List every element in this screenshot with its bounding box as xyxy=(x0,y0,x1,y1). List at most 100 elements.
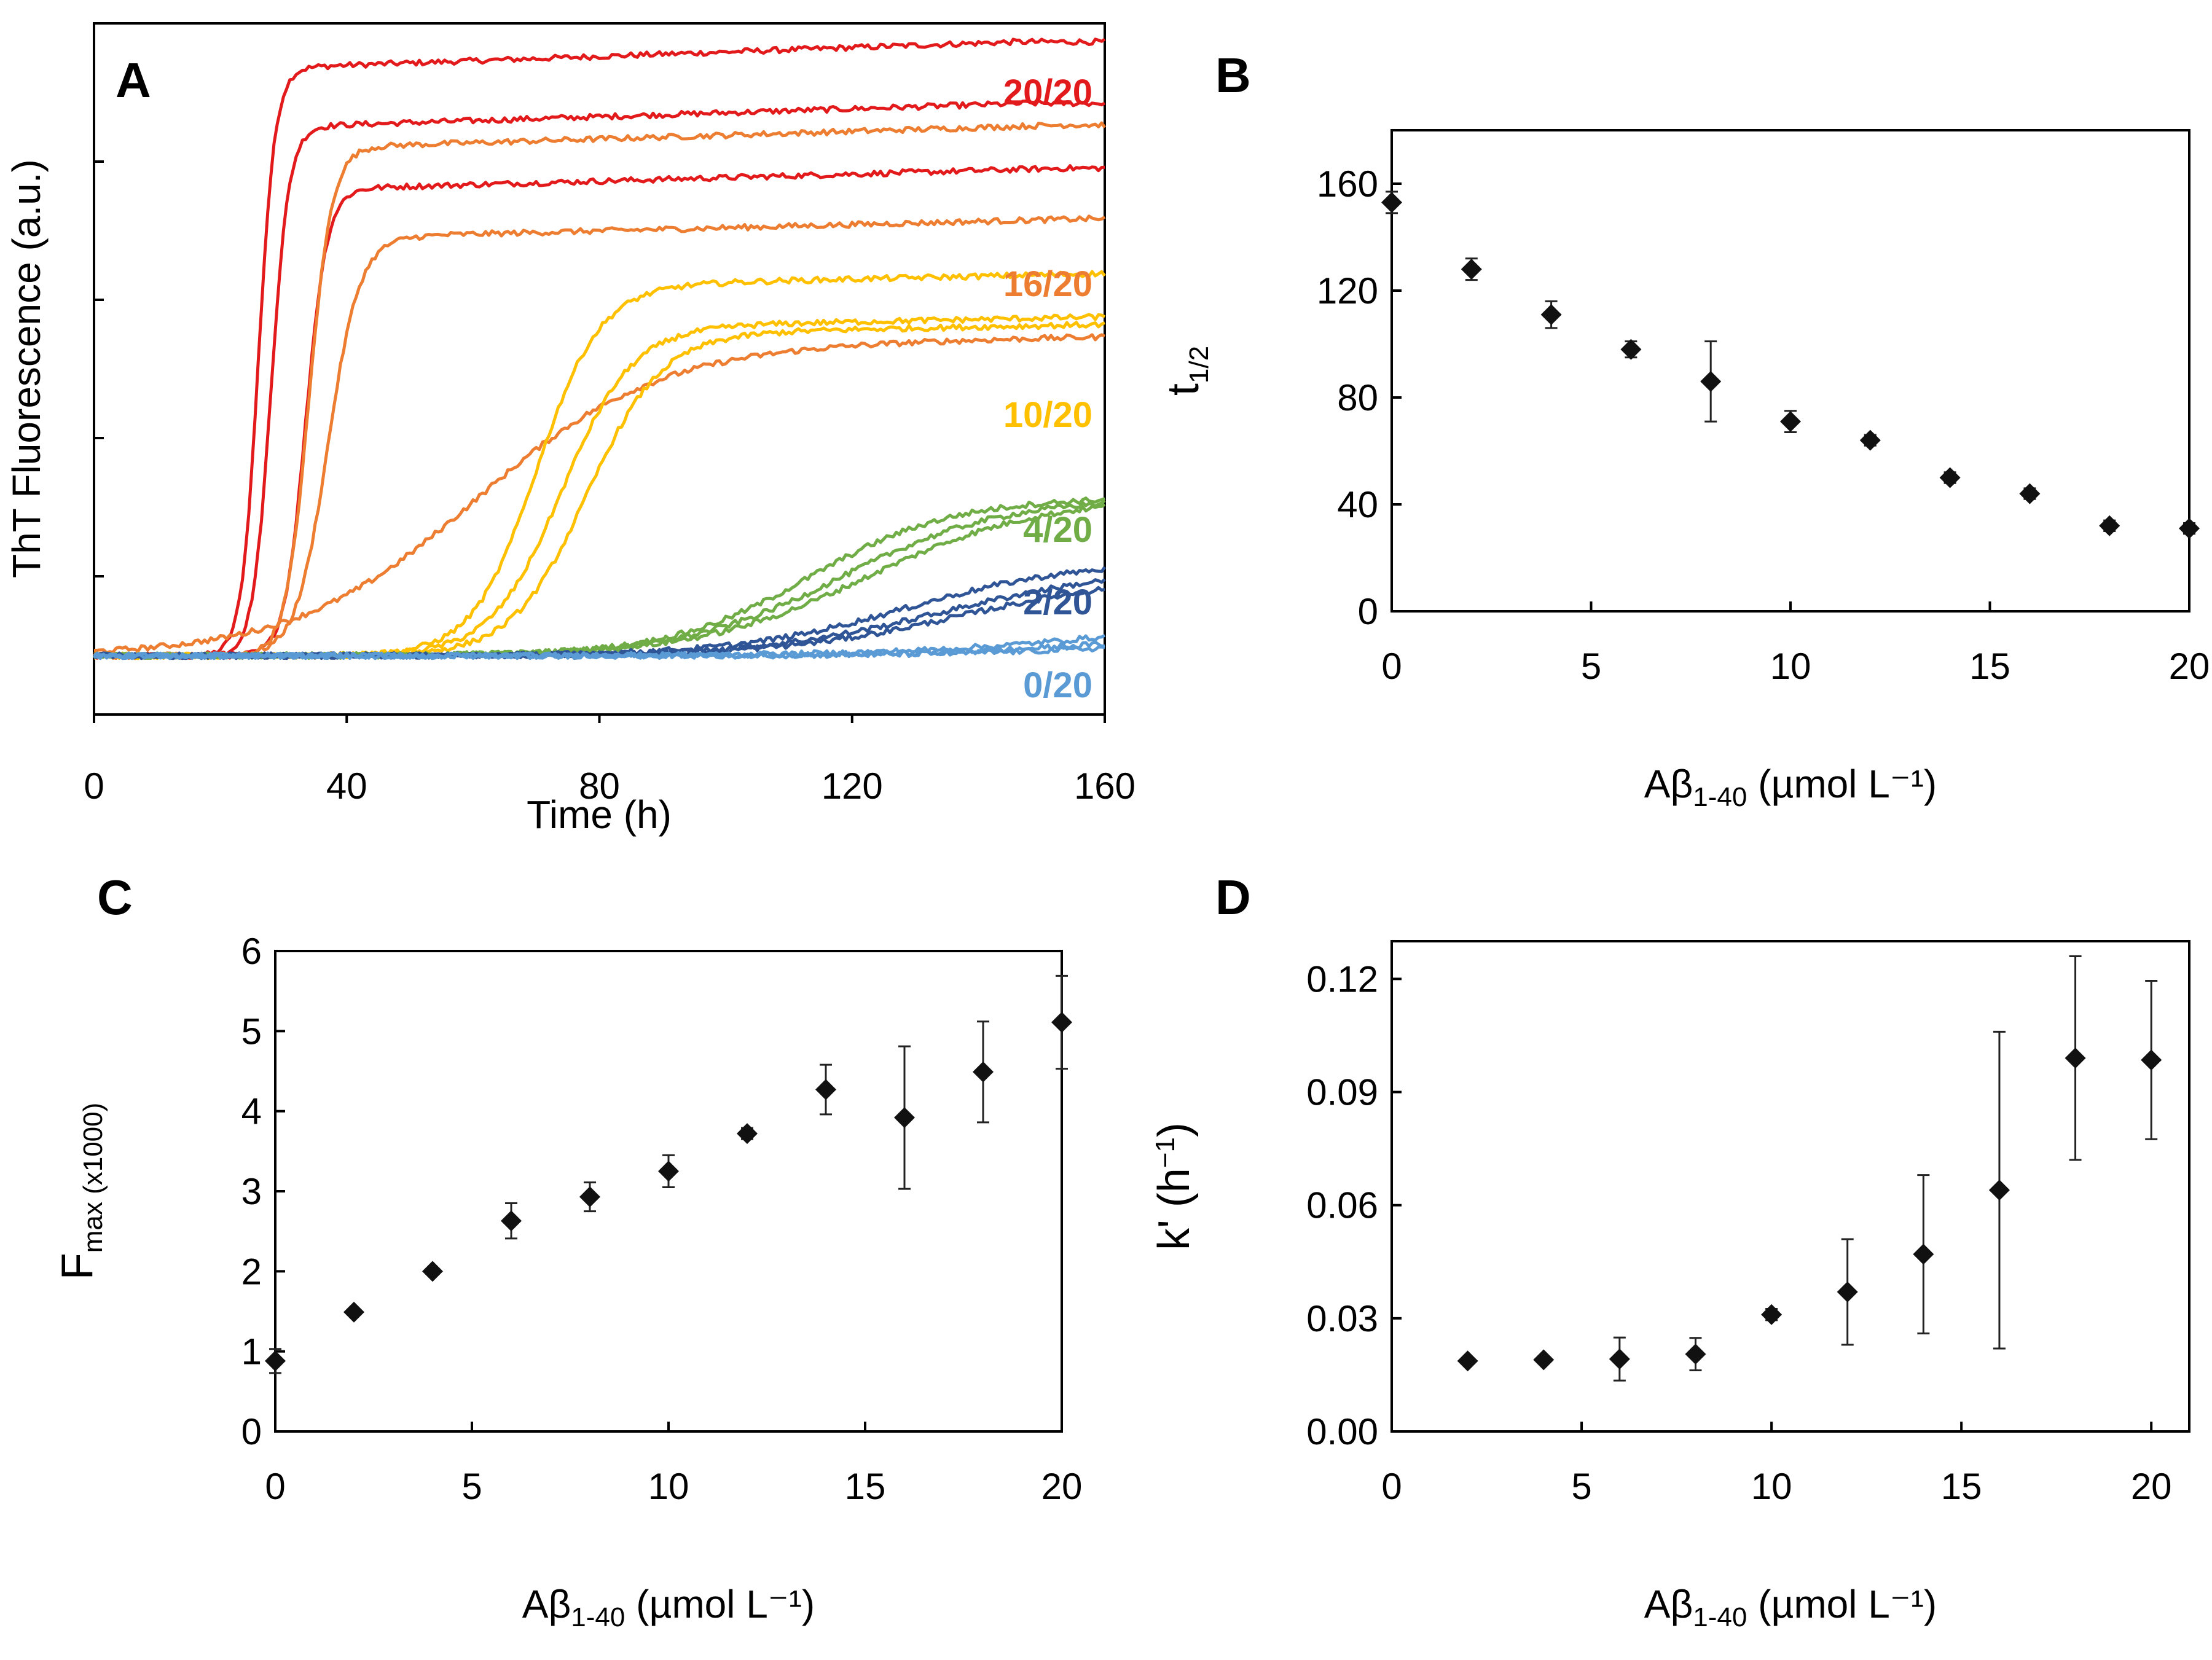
data-point-b-2 xyxy=(1540,304,1562,326)
x-tick-label-c-1: 5 xyxy=(461,1466,482,1507)
panel-a: 0 40 80 120 160 ThT Fluorescence (a.u.) Time (… xyxy=(4,22,1135,837)
series-label-16-20: 16/20 xyxy=(1003,264,1092,304)
y-tick-label-b-4: 160 xyxy=(1317,163,1378,205)
data-point-d-5 xyxy=(1837,1281,1858,1302)
data-point-d-9 xyxy=(2141,1049,2162,1071)
trace-16-20-5 xyxy=(93,333,1106,654)
y-axis-label-c: Fmax (x1000) xyxy=(53,1103,108,1280)
x-tick-label-a-0: 0 xyxy=(84,765,104,807)
panel-letter-c: C xyxy=(97,870,133,925)
trace-16-20-4 xyxy=(93,214,1106,660)
data-point-b-6 xyxy=(1859,429,1881,451)
data-point-b-7 xyxy=(1939,467,1961,488)
x-tick-label-c-4: 20 xyxy=(1041,1466,1083,1507)
data-point-d-6 xyxy=(1913,1243,1934,1265)
data-point-c-5 xyxy=(658,1161,679,1182)
y-tick-label-d-3: 0.09 xyxy=(1306,1072,1378,1113)
data-point-b-9 xyxy=(2099,515,2120,536)
x-axis-label-b: Aβ1-40 (µmol L⁻¹) xyxy=(1644,762,1937,812)
panel-b: 0 5 10 15 20 0 40 80 120 160 Aβ1-40 (µmol L⁻¹) t1/2… xyxy=(1159,48,2210,812)
trace-2-20-12 xyxy=(93,566,1107,660)
data-point-d-8 xyxy=(2065,1047,2086,1069)
x-tick-label-b-0: 0 xyxy=(1381,646,1402,687)
data-point-c-9 xyxy=(973,1061,994,1083)
x-tick-label-a-1: 40 xyxy=(326,765,367,807)
y-axis-label-d: k' (h−1) xyxy=(1150,1122,1199,1250)
data-point-b-3 xyxy=(1620,339,1642,360)
x-tick-label-b-1: 5 xyxy=(1581,646,1601,687)
data-point-b-1 xyxy=(1461,259,1482,280)
y-tick-label-b-0: 0 xyxy=(1358,591,1378,632)
panel-letter-b: B xyxy=(1215,48,1251,103)
y-tick-label-b-1: 40 xyxy=(1337,484,1378,525)
x-tick-label-b-3: 15 xyxy=(1969,646,2010,687)
panel-letter-d: D xyxy=(1215,870,1251,925)
plot-frame-c xyxy=(274,950,1063,1433)
data-point-d-7 xyxy=(1988,1180,2010,1201)
data-point-c-7 xyxy=(815,1079,836,1100)
y-tick-label-d-2: 0.06 xyxy=(1306,1185,1378,1226)
series-label-0-20: 0/20 xyxy=(1023,665,1092,705)
y-axis-label-a: ThT Fluorescence (a.u.) xyxy=(4,159,49,578)
x-axis-label-c: Aβ1-40 (µmol L⁻¹) xyxy=(522,1582,815,1632)
data-point-c-0 xyxy=(265,1350,286,1372)
trace-20-20-1 xyxy=(93,99,1106,660)
y-axis-label-b: t1/2 xyxy=(1159,346,1214,396)
y-tick-label-b-3: 120 xyxy=(1317,270,1378,311)
trace-0-20-17 xyxy=(93,645,1105,660)
y-tick-label-d-0: 0.00 xyxy=(1306,1411,1378,1452)
series-label-4-20: 4/20 xyxy=(1023,510,1092,550)
data-point-d-3 xyxy=(1685,1344,1706,1365)
x-tick-label-c-0: 0 xyxy=(265,1466,285,1507)
x-tick-label-b-2: 10 xyxy=(1770,646,1811,687)
data-point-c-4 xyxy=(579,1186,600,1208)
x-tick-label-b-4: 20 xyxy=(2169,646,2210,687)
x-tick-label-c-2: 10 xyxy=(648,1466,689,1507)
data-point-b-10 xyxy=(2179,518,2200,539)
trace-20-20-0 xyxy=(93,37,1106,660)
x-tick-label-c-3: 15 xyxy=(845,1466,886,1507)
y-tick-label-c-4: 4 xyxy=(241,1091,262,1132)
data-point-c-3 xyxy=(501,1210,522,1232)
trace-16-20-3 xyxy=(93,121,1107,660)
x-tick-label-d-2: 10 xyxy=(1751,1466,1792,1507)
panel-d: 0 5 10 15 20 0.00 0.03 0.06 0.09 0.12 Aβ1-40 (µmol… xyxy=(1150,870,2190,1632)
x-tick-label-d-1: 5 xyxy=(1571,1466,1591,1507)
x-tick-label-a-4: 160 xyxy=(1074,765,1135,807)
data-point-b-4 xyxy=(1700,370,1722,392)
panel-c: 0 5 10 15 20 0 1 2 3 4 5 6 Aβ1-40 (µmol L⁻¹) Fmax (x1… xyxy=(53,870,1082,1632)
data-point-c-8 xyxy=(894,1107,915,1129)
y-tick-label-c-2: 2 xyxy=(241,1251,262,1292)
x-tick-label-a-2: 80 xyxy=(579,765,620,807)
x-tick-label-d-3: 15 xyxy=(1941,1466,1982,1507)
data-point-c-1 xyxy=(343,1301,364,1323)
panel-letter-a: A xyxy=(116,53,151,108)
data-point-d-2 xyxy=(1609,1349,1630,1370)
plot-frame-b xyxy=(1390,129,2190,613)
series-label-20-20: 20/20 xyxy=(1003,72,1092,112)
x-axis-label-d: Aβ1-40 (µmol L⁻¹) xyxy=(1644,1582,1937,1632)
series-label-2-20: 2/20 xyxy=(1023,582,1092,622)
y-tick-label-c-5: 5 xyxy=(241,1011,262,1052)
data-point-c-10 xyxy=(1051,1011,1072,1033)
y-tick-label-c-3: 3 xyxy=(241,1171,262,1212)
plot-frame-a xyxy=(93,22,1106,716)
y-tick-label-b-2: 80 xyxy=(1337,377,1378,418)
y-tick-label-c-0: 0 xyxy=(241,1411,262,1452)
data-point-d-0 xyxy=(1457,1350,1478,1372)
y-tick-label-d-4: 0.12 xyxy=(1306,958,1378,1000)
plot-frame-d xyxy=(1390,940,2190,1433)
data-point-c-2 xyxy=(422,1261,443,1282)
data-point-b-8 xyxy=(2019,483,2041,504)
y-tick-label-c-6: 6 xyxy=(241,931,262,972)
y-tick-label-d-1: 0.03 xyxy=(1306,1298,1378,1339)
x-tick-label-d-0: 0 xyxy=(1381,1466,1402,1507)
data-point-c-6 xyxy=(737,1123,758,1145)
x-tick-label-a-3: 120 xyxy=(822,765,883,807)
x-tick-label-d-4: 20 xyxy=(2131,1466,2172,1507)
data-point-d-1 xyxy=(1533,1349,1555,1371)
data-point-b-5 xyxy=(1780,411,1801,433)
data-point-b-0 xyxy=(1381,192,1402,213)
x-axis-label-a: Time (h) xyxy=(527,793,672,837)
